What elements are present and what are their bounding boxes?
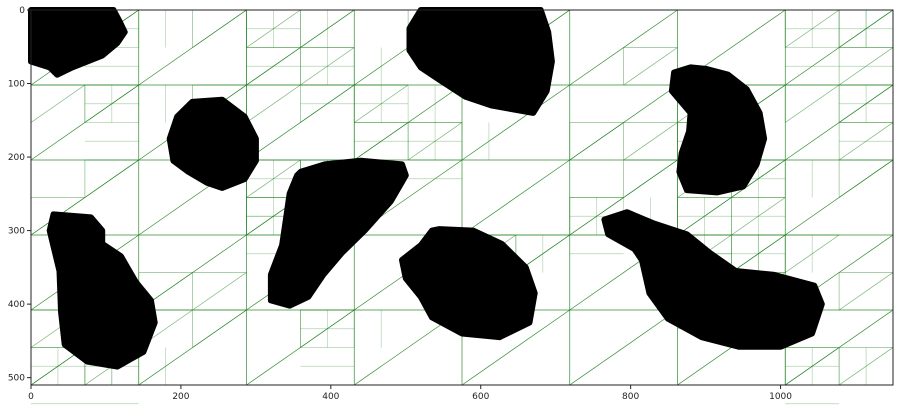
blob-center-diagonal: [267, 157, 409, 309]
blob-right-bottom: [601, 209, 825, 350]
grid-line: [461, 84, 570, 161]
blob-top-center: [406, 7, 555, 116]
grid-line: [838, 347, 894, 386]
grid-line: [569, 197, 624, 236]
x-tick-label: 0: [28, 392, 34, 402]
grid-line: [30, 84, 86, 123]
y-tick-label: 200: [8, 153, 25, 163]
grid-line: [246, 47, 301, 86]
x-tick-label: 400: [322, 392, 339, 402]
grid-line: [354, 122, 409, 161]
grid-line: [838, 9, 894, 48]
grid-line: [192, 309, 247, 348]
x-tick-label: 200: [172, 392, 189, 402]
grid-line: [461, 159, 570, 236]
y-axis: 0 100 200 300 400 500: [8, 6, 31, 384]
grid-line: [677, 197, 732, 236]
grid-line: [354, 84, 409, 123]
grid-line: [300, 309, 355, 348]
grid-line: [623, 47, 678, 86]
grid-line: [407, 122, 463, 161]
grid-line: [461, 309, 570, 386]
blob-center-bottom: [399, 226, 538, 341]
grid-line: [569, 122, 624, 161]
y-tick-label: 100: [8, 80, 25, 90]
x-tick-label: 800: [622, 392, 639, 402]
grid-line: [838, 84, 894, 123]
blobs: [28, 7, 825, 370]
grid-line: [192, 9, 247, 48]
grid-line: [785, 347, 840, 386]
grid-line: [246, 9, 301, 48]
blob-top-left: [28, 7, 128, 78]
grid-line: [300, 84, 355, 123]
grid-line: [838, 272, 894, 311]
grid-line: [785, 234, 840, 273]
grid-line: [785, 84, 840, 123]
grid-line: [838, 159, 894, 198]
grid-line: [838, 122, 894, 161]
grid-line: [300, 9, 355, 48]
grid-line: [246, 159, 301, 198]
x-tick-label: 1000: [769, 392, 792, 402]
x-axis: 0 200 400 600 800 1000: [28, 385, 792, 402]
grid-line: [84, 84, 139, 123]
y-tick-label: 500: [8, 374, 25, 384]
grid-line: [246, 84, 301, 123]
blob-left-bottom: [46, 211, 158, 370]
grid-line: [838, 47, 894, 86]
grid-line: [785, 9, 840, 48]
grid-line: [731, 234, 786, 273]
grid-line: [192, 272, 247, 311]
x-tick-label: 600: [472, 392, 489, 402]
plot-frame: [30, 9, 894, 386]
grid-line: [84, 159, 139, 198]
blob-upper-left-center: [166, 96, 259, 191]
y-tick-label: 400: [8, 300, 25, 310]
grid-line: [623, 122, 678, 161]
grid-line: [300, 47, 355, 86]
grid-line: [731, 197, 786, 236]
y-tick-label: 300: [8, 227, 25, 237]
grid-line: [623, 159, 678, 198]
y-tick-label: 0: [19, 6, 25, 16]
grid-line: [731, 159, 786, 198]
blob-right-upper: [668, 64, 768, 196]
grid-line: [569, 309, 678, 386]
